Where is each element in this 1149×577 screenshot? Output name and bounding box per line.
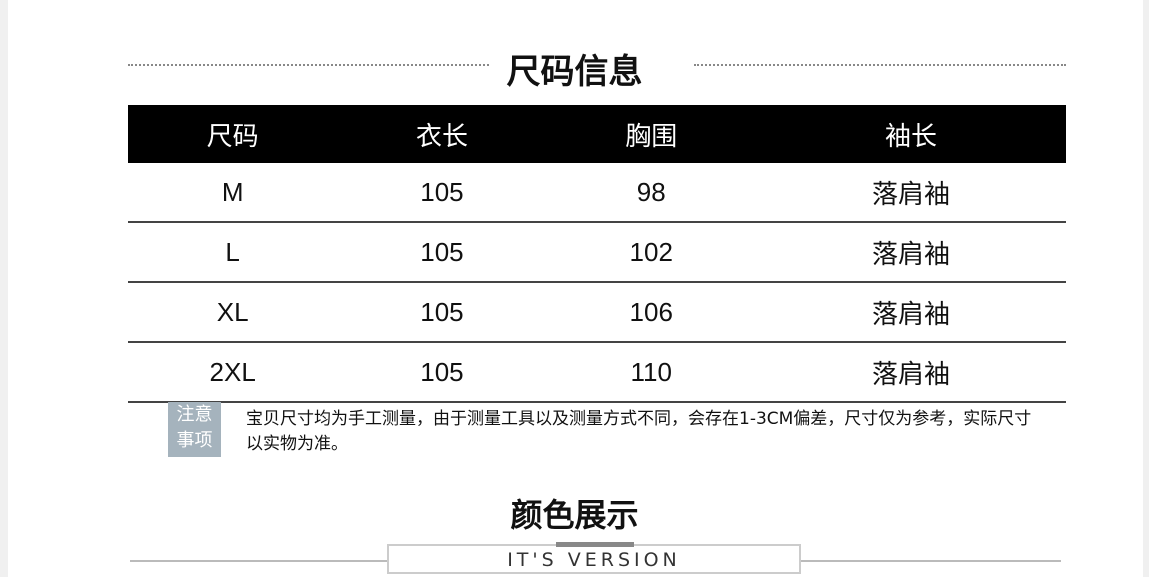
right-margin <box>1143 0 1149 577</box>
table-cell: 2XL <box>128 342 338 403</box>
note-text: 宝贝尺寸均为手工测量，由于测量工具以及测量方式不同，会存在1-3CM偏差，尺寸仅… <box>246 409 1032 454</box>
col-header: 胸围 <box>546 105 756 163</box>
table-row: 2XL 105 110 落肩袖 <box>128 342 1066 403</box>
table-cell: 105 <box>337 342 547 403</box>
table-cell: 落肩袖 <box>755 163 1066 223</box>
table-cell: XL <box>128 282 338 343</box>
version-box: IT'S VERSION <box>387 544 801 574</box>
table-cell: 105 <box>337 282 547 343</box>
note-tag: 注意事项 <box>168 402 221 457</box>
divider <box>694 64 1066 66</box>
color-title: 颜色展示 <box>510 496 639 534</box>
table-cell: 102 <box>546 222 756 283</box>
table-header: 尺码 衣长 胸围 袖长 <box>128 105 1066 163</box>
size-table: 尺码 衣长 胸围 袖长 M 105 98 落肩袖 L 105 102 落肩袖 XL 105 106 落… <box>128 105 1066 403</box>
table-cell: 106 <box>546 282 756 343</box>
table-cell: 98 <box>546 163 756 223</box>
divider <box>128 64 500 66</box>
divider <box>130 560 387 562</box>
table-cell: L <box>128 222 338 283</box>
table-cell: 落肩袖 <box>755 222 1066 283</box>
col-header: 衣长 <box>337 105 547 163</box>
table-row: XL 105 106 落肩袖 <box>128 282 1066 343</box>
table-cell: 110 <box>546 342 756 403</box>
size-title: 尺码信息 <box>0 44 1149 93</box>
table-row: L 105 102 落肩袖 <box>128 222 1066 283</box>
left-margin <box>0 0 8 577</box>
table-cell: 105 <box>337 222 547 283</box>
accent-bar <box>556 542 634 547</box>
table-cell: 落肩袖 <box>755 282 1066 343</box>
table-cell: 落肩袖 <box>755 342 1066 403</box>
col-header: 袖长 <box>755 105 1066 163</box>
divider <box>801 560 1061 562</box>
table-row: M 105 98 落肩袖 <box>128 163 1066 223</box>
table-cell: M <box>128 163 338 223</box>
col-header: 尺码 <box>128 105 338 163</box>
table-cell: 105 <box>337 163 547 223</box>
